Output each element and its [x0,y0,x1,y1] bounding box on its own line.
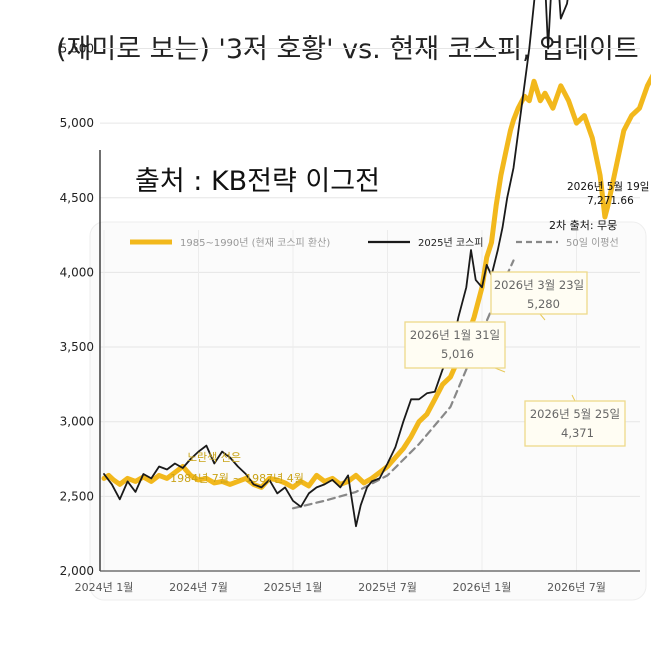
grid-lines [100,47,640,572]
x-tick-label: 2024년 7월 [169,581,228,594]
y-tick-label: 3,500 [60,340,94,354]
note-may19-date: 2026년 5월 19일 [567,180,649,193]
kospi-2025-line [103,0,569,528]
legend-label: 1985~1990년 (현재 코스피 환산) [180,237,330,249]
note-mar23-box [490,271,588,315]
legend-label: 50일 이평선 [566,237,619,249]
x-tick-label: 2026년 1월 [453,581,512,594]
y-tick-label: 3,000 [60,415,94,429]
yellow-note-line-1: 노란색 선은 [187,451,241,464]
yellow-series-line [101,73,651,490]
note-may19-value: 7,271.66 [587,195,634,207]
note-jan31-leader [494,367,506,373]
axes: 7500700065006,0005,5005,0004,5004,0003,5… [60,41,640,594]
note-may25-leader [571,394,576,402]
note-mar23-leader [539,313,546,321]
second-source-text: 2차 출처: 무뭉 [549,219,617,232]
y-tick-label: 2,500 [60,489,94,503]
note-mar23-date: 2026년 3월 23일 [494,278,584,292]
x-tick-label: 2025년 7월 [358,581,417,594]
y-tick-label: 5,500 [60,41,94,55]
x-tick-label: 2026년 7월 [547,581,606,594]
source-caption: 출처 : KB전략 이그전 [135,166,380,197]
series-layer [101,0,651,528]
page-title: (재미로 보는) '3저 호황' vs. 현재 코스피, 업데이트 [56,34,639,65]
plot-card [89,221,647,601]
y-tick-label: 4,500 [60,191,94,205]
note-jan31-value: 5,016 [441,347,474,361]
x-tick-label: 2024년 1월 [75,581,134,594]
note-jan31-box [404,321,506,369]
y-tick-label: 4,000 [60,265,94,279]
x-tick-label: 2025년 1월 [264,581,323,594]
note-may25-value: 4,371 [561,426,594,440]
legend-label: 2025년 코스피 [418,237,483,249]
y-tick-label: 2,000 [60,564,94,578]
note-jan31-date: 2026년 1월 31일 [410,328,500,342]
ma50-line [291,259,515,510]
y-tick-label: 5,000 [60,116,94,130]
note-may25-box [524,400,626,447]
annotations: 노란색 선은 1984년 7월 ~ 1987년 4월 2026년 1월 31일 5,0… [170,180,649,485]
note-mar23-value: 5,280 [527,297,560,311]
legend: 1985~1990년 (현재 코스피 환산) 2025년 코스피 50일 이평선 [130,237,619,249]
yellow-note-line-2: 1984년 7월 ~ 1987년 4월 [170,472,304,485]
note-may25-date: 2026년 5월 25일 [530,407,620,421]
